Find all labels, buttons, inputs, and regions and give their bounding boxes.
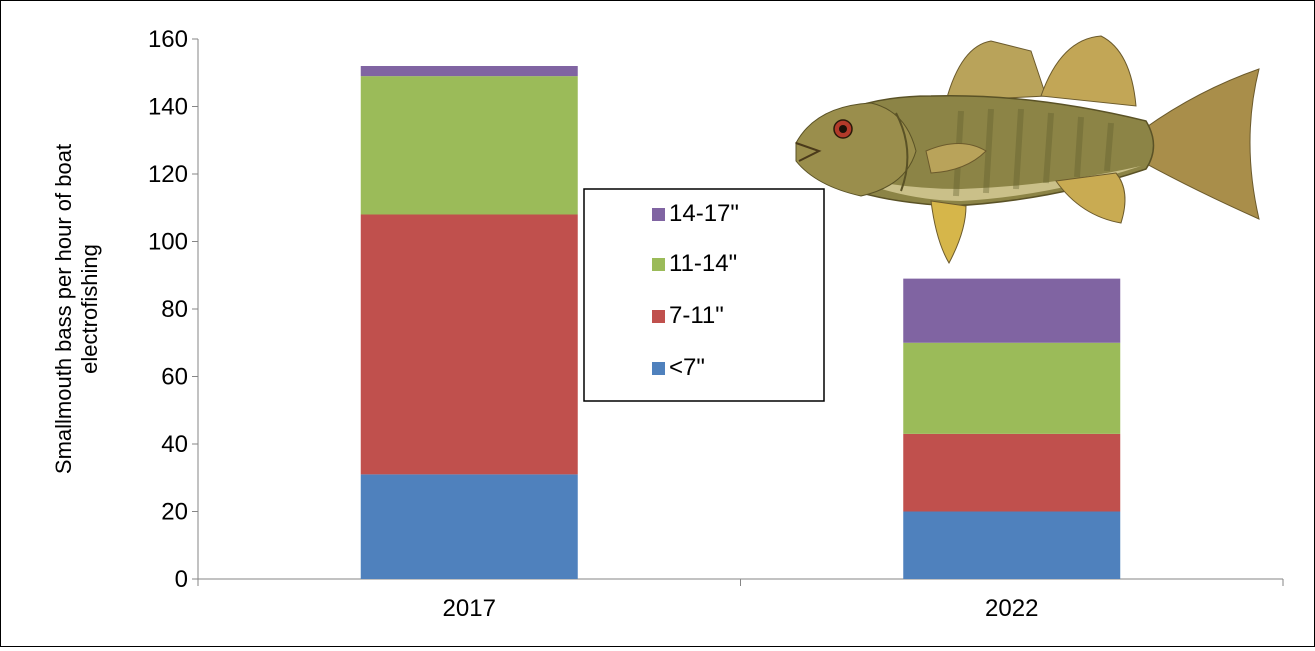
legend-label: <7" <box>669 354 705 381</box>
y-tick-label: 160 <box>148 26 188 53</box>
legend-swatch <box>652 310 665 323</box>
bar-segment-2022-<7 <box>903 511 1121 579</box>
y-tick-label: 120 <box>148 161 188 188</box>
y-tick-label: 140 <box>148 94 188 121</box>
legend-box <box>583 188 825 402</box>
bar-segment-2022-711 <box>903 433 1121 512</box>
bar-segment-2017-<7 <box>360 474 578 579</box>
legend-swatch <box>652 362 665 375</box>
bar-segment-2022-1417 <box>903 278 1121 343</box>
y-axis-title-line: electrofishing <box>77 244 102 374</box>
legend-swatch <box>652 258 665 271</box>
bar-segment-2017-1417 <box>360 66 578 77</box>
y-tick-label: 100 <box>148 229 188 256</box>
y-tick-label: 80 <box>161 296 188 323</box>
bar-segment-2017-711 <box>360 214 578 475</box>
y-axis-title: Smallmouth bass per hour of boatelectrof… <box>51 144 102 474</box>
y-tick-label: 0 <box>175 566 188 593</box>
legend: 14-17" 11-14" 7-11" <7" <box>583 188 825 402</box>
bar-segment-2017-1114 <box>360 76 578 215</box>
legend-label: 7-11" <box>669 302 724 329</box>
x-tick-label: 2017 <box>443 595 496 622</box>
legend-label: 14-17" <box>669 200 739 227</box>
legend-label: 11-14" <box>669 250 737 277</box>
y-tick-label: 60 <box>161 364 188 391</box>
bar-segment-2022-1114 <box>903 342 1121 434</box>
legend-swatch <box>652 208 665 221</box>
y-tick-label: 40 <box>161 431 188 458</box>
y-tick-label: 20 <box>161 499 188 526</box>
smallmouth-bass-illustration <box>795 35 1260 265</box>
x-tick-label: 2022 <box>985 595 1038 622</box>
y-axis-title-line: Smallmouth bass per hour of boat <box>51 144 76 474</box>
